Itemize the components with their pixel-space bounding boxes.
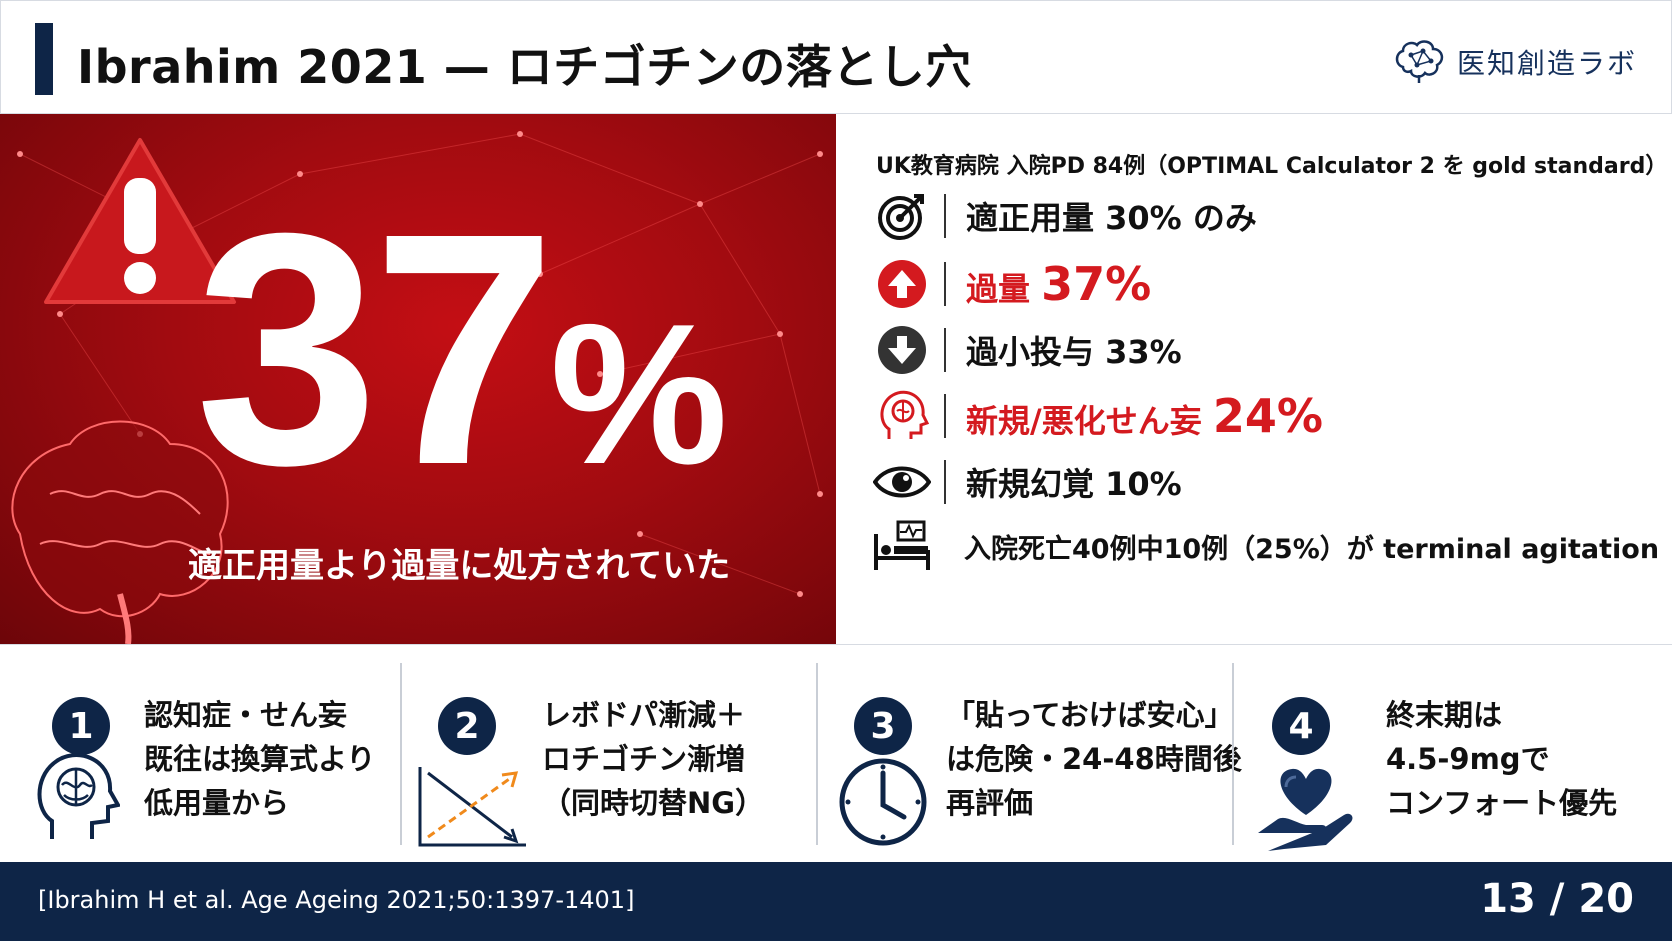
stat-row-overdose: 過量 37% bbox=[872, 254, 1652, 314]
card-text: 認知症・せん妄 既往は換算式より 低用量から bbox=[144, 693, 375, 825]
stat-text: 新規幻覚 10% bbox=[966, 465, 1182, 503]
card-line: は危険・24-48時間後 bbox=[946, 742, 1242, 776]
card-line: 既往は換算式より bbox=[144, 742, 376, 776]
stat-row-delirium: 新規/悪化せん妄 24% bbox=[872, 386, 1652, 446]
stat-text: 過小投与 33% bbox=[966, 333, 1182, 371]
page-number: 13 / 20 bbox=[1480, 876, 1634, 922]
brain-head-icon bbox=[30, 749, 122, 845]
brain-illustration bbox=[11, 420, 229, 644]
page-title: Ibrahim 2021 — ロチゴチンの落とし穴 bbox=[77, 40, 972, 94]
brand-name: 医知創造ラボ bbox=[1456, 47, 1637, 80]
brand-logo: 医知創造ラボ bbox=[1393, 37, 1637, 87]
stat-row-terminal: 入院死亡40例中10例（25%）が terminal agitation bbox=[872, 516, 1659, 576]
card-1: 1 認知症・せん妄 既往は換算式より 低用量から bbox=[30, 663, 390, 845]
slide-header: Ibrahim 2021 — ロチゴチンの落とし穴 医知創造ラボ bbox=[0, 0, 1672, 114]
arrow-down-circle-icon bbox=[872, 320, 932, 380]
takeaway-cards: 1 認知症・せん妄 既往は換算式より 低用量から 2 bbox=[0, 644, 1672, 862]
card-divider bbox=[400, 663, 402, 845]
crossing-arrows-chart-icon bbox=[416, 763, 528, 853]
hero-panel: 37% 適正用量より過量に処方されていた bbox=[0, 114, 836, 644]
stat-text: 適正用量 30% のみ bbox=[966, 199, 1257, 237]
slide-footer: [Ibrahim H et al. Age Ageing 2021;50:139… bbox=[0, 862, 1672, 941]
card-line: ロチゴチン漸増 bbox=[542, 742, 746, 776]
stat-text-overdose: 過量 37% bbox=[966, 257, 1151, 311]
stats-panel: UK教育病院 入院PD 84例（OPTIMAL Calculator 2 を g… bbox=[836, 114, 1672, 644]
card-number: 4 bbox=[1272, 697, 1330, 755]
card-divider bbox=[816, 663, 818, 845]
clock-icon bbox=[838, 757, 928, 851]
card-text: 「貼っておけば安心」 は危険・24-48時間後 再評価 bbox=[946, 693, 1242, 825]
card-number: 3 bbox=[854, 697, 912, 755]
card-2: 2 レボドパ漸減＋ ロチゴチン漸増 （同時切替NG） bbox=[416, 663, 806, 847]
target-icon bbox=[872, 186, 932, 246]
warning-icon bbox=[44, 138, 236, 304]
heart-hand-icon bbox=[1256, 763, 1356, 857]
stat-row-appropriate: 適正用量 30% のみ bbox=[872, 186, 1652, 246]
card-line: コンフォート優先 bbox=[1386, 786, 1618, 820]
stat-label: 新規/悪化せん妄 bbox=[966, 402, 1213, 440]
header-accent-bar bbox=[35, 23, 53, 95]
card-line: 終末期は bbox=[1386, 698, 1503, 732]
card-line: レボドパ漸減＋ bbox=[542, 698, 746, 732]
card-line: 再評価 bbox=[946, 786, 1034, 820]
card-line: 低用量から bbox=[144, 786, 290, 820]
hospital-bed-icon bbox=[872, 516, 932, 576]
brain-network-icon bbox=[1393, 37, 1447, 87]
hero-percent-sign: % bbox=[550, 283, 728, 506]
stat-value: 24% bbox=[1212, 389, 1323, 443]
card-line: 4.5-9mgで bbox=[1386, 742, 1550, 776]
stat-row-hallucination: 新規幻覚 10% bbox=[872, 452, 1652, 512]
eye-icon bbox=[872, 452, 932, 512]
stat-value: 37% bbox=[1041, 257, 1152, 311]
card-4: 4 終末期は 4.5-9mgで コンフォート優先 bbox=[1256, 663, 1656, 851]
stat-label: 過量 bbox=[966, 270, 1042, 308]
hero-caption: 適正用量より過量に処方されていた bbox=[188, 546, 731, 586]
stat-text: 入院死亡40例中10例（25%）が terminal agitation bbox=[964, 533, 1660, 565]
stats-heading: UK教育病院 入院PD 84例（OPTIMAL Calculator 2 を g… bbox=[876, 154, 1668, 179]
brain-head-icon bbox=[872, 386, 932, 446]
stat-row-underdose: 過小投与 33% bbox=[872, 320, 1652, 380]
arrow-up-circle-icon bbox=[872, 254, 932, 314]
card-line: 「貼っておけば安心」 bbox=[946, 698, 1234, 732]
card-number: 1 bbox=[52, 697, 110, 755]
card-text: レボドパ漸減＋ ロチゴチン漸増 （同時切替NG） bbox=[542, 693, 764, 825]
card-number: 2 bbox=[438, 697, 496, 755]
citation: [Ibrahim H et al. Age Ageing 2021;50:139… bbox=[38, 886, 635, 914]
card-line: （同時切替NG） bbox=[542, 786, 765, 820]
card-divider bbox=[1232, 663, 1234, 845]
card-3: 3 「貼っておけば安心」 は危険・24-48時間後 再評価 bbox=[832, 663, 1242, 846]
hero-percentage: 37% bbox=[195, 184, 728, 514]
stat-text-delirium: 新規/悪化せん妄 24% bbox=[966, 389, 1323, 443]
hero-number: 37 bbox=[195, 164, 556, 533]
card-text: 終末期は 4.5-9mgで コンフォート優先 bbox=[1386, 693, 1617, 825]
card-line: 認知症・せん妄 bbox=[144, 698, 348, 732]
